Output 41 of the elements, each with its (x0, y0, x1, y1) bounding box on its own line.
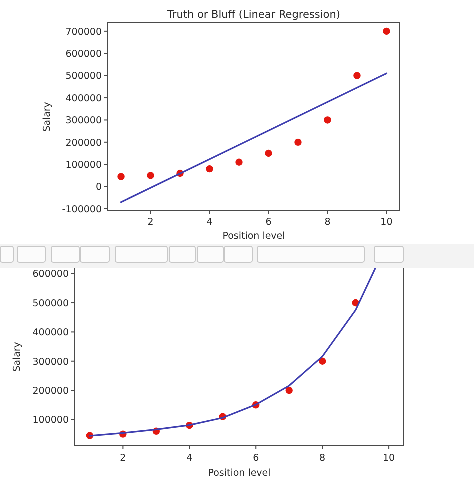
point (206, 165, 214, 173)
y-axis-title: Salary (42, 102, 53, 132)
point (318, 358, 326, 365)
chart-title: Truth or Bluff (Linear Regression) (166, 9, 340, 21)
x-tick-label: 2 (120, 453, 126, 464)
y-tick-label: 300000 (32, 356, 69, 368)
point (147, 172, 154, 180)
y-axis-title: Salary (12, 342, 23, 372)
y-tick-label: 400000 (32, 328, 69, 339)
point (265, 150, 272, 158)
point (324, 116, 332, 124)
y-tick-label: 100000 (32, 415, 69, 426)
y-tick-label: 200000 (32, 386, 69, 397)
y-tick-label: 600000 (32, 269, 69, 280)
y-tick-label: 400000 (66, 93, 102, 104)
y-tick-label: 0 (96, 182, 102, 194)
y-tick-label: 500000 (66, 71, 102, 82)
y-tick-label: 300000 (66, 116, 102, 127)
y-tick-label: 500000 (32, 298, 69, 310)
y-tick-label: 700000 (66, 26, 102, 38)
x-tick-label: 4 (186, 453, 193, 464)
x-tick-label: 4 (206, 217, 213, 228)
point (383, 28, 390, 36)
y-tick-label: 100000 (66, 160, 102, 172)
point (118, 173, 125, 180)
x-tick-label: 8 (324, 217, 331, 228)
y-tick-label: 200000 (66, 138, 102, 149)
point (286, 386, 293, 394)
x-tick-label: 6 (266, 217, 272, 228)
x-tick-label: 10 (380, 217, 393, 228)
point (294, 138, 302, 146)
x-axis-title: Position level (222, 231, 286, 242)
x-tick-label: 2 (148, 217, 154, 228)
x-tick-label: 10 (383, 453, 396, 464)
x-tick-label: 6 (253, 453, 260, 464)
y-tick-label: 600000 (66, 49, 102, 60)
y-tick-label: -100000 (62, 204, 102, 216)
point (236, 158, 243, 166)
x-axis-title: Position level (208, 468, 271, 479)
x-tick-label: 8 (320, 453, 326, 464)
point (354, 72, 361, 80)
